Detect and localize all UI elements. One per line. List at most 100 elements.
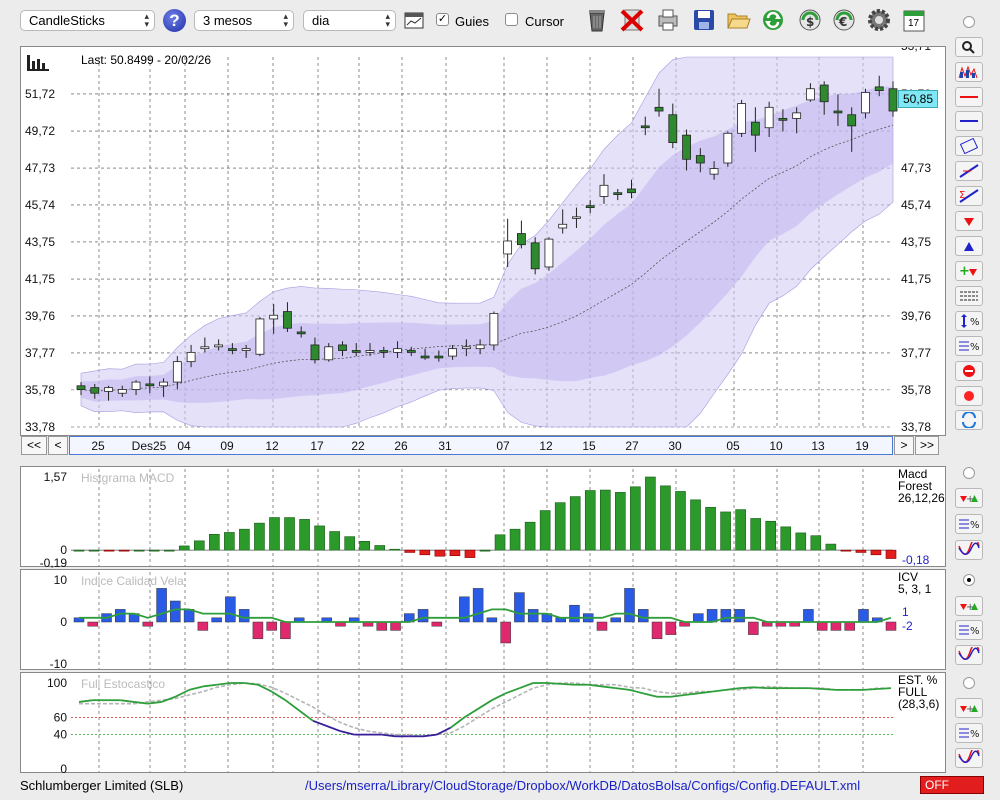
candle — [434, 355, 444, 359]
stoch-fast-segment — [216, 682, 231, 686]
icv-bar — [803, 609, 814, 623]
off-label: OFF — [925, 778, 949, 792]
candle — [296, 331, 306, 335]
macd-panel[interactable]: 1,57 0 -0,19 Histgrama MACD Macd Forest 26… — [20, 466, 946, 568]
stoch-fast-segment — [202, 683, 217, 688]
stoch-fast-segment — [629, 689, 644, 695]
vertical-percent-button[interactable]: % — [955, 311, 983, 331]
macd-y-label: 1,57 — [44, 470, 68, 484]
macd-histogram: 1,57 0-0,19 — [40, 469, 897, 568]
stoch-fast-segment — [601, 685, 616, 690]
trendline-tool-button[interactable] — [955, 161, 983, 181]
lines-tool-button[interactable] — [955, 286, 983, 306]
record-icon[interactable] — [955, 386, 983, 406]
euro-sync-icon[interactable]: € — [831, 6, 857, 34]
stoch-fast-segment — [519, 682, 534, 690]
icv-lines-percent-button[interactable]: % — [955, 620, 983, 640]
stoch-fast-segment — [120, 699, 135, 703]
candle — [778, 118, 788, 121]
no-entry-icon[interactable] — [955, 361, 983, 381]
interval-select[interactable]: dia ▴ ▾ — [303, 10, 396, 31]
macd-lines-percent-button[interactable]: % — [955, 514, 983, 534]
save-icon[interactable] — [691, 6, 717, 34]
nav-prev-button[interactable]: < — [48, 436, 68, 455]
channel-tool-button[interactable] — [955, 136, 983, 156]
icv-panel[interactable]: 10 0 -10 Indice Calidad Vela ICV 5, 3, 1 1… — [20, 569, 946, 671]
stoch-panel[interactable]: 100 60 40 0 Full Estocastico EST. % FULL (2… — [20, 672, 946, 774]
delete-x-icon[interactable] — [619, 6, 645, 34]
date-axis-strip[interactable]: 25 Des25 04 09 12 17 22 26 31 07 12 15 27 30 05 10 13 19 — [69, 436, 893, 455]
macd-add-remove-button[interactable]: + — [955, 488, 983, 508]
stoch-radio[interactable] — [963, 677, 975, 689]
icv-wave-button[interactable] — [955, 645, 983, 665]
arrow-down-tool-button[interactable] — [955, 211, 983, 231]
candle — [324, 346, 334, 361]
calendar-icon[interactable]: 17 — [901, 6, 927, 34]
icv-add-remove-button[interactable]: + — [955, 596, 983, 616]
macd-wave-button[interactable] — [955, 540, 983, 560]
stoch-wave-button[interactable] — [955, 748, 983, 768]
guies-checkbox[interactable]: ✓ — [436, 13, 449, 26]
macd-bar — [163, 549, 175, 552]
svg-text:%: % — [970, 626, 980, 637]
red-line-tool-button[interactable] — [955, 87, 983, 107]
trash-icon[interactable] — [584, 6, 610, 34]
dollar-sync-icon[interactable]: $ — [797, 6, 823, 34]
svg-text:+: + — [966, 494, 974, 505]
lines-percent-button[interactable]: % — [955, 336, 983, 356]
main-chart-radio[interactable] — [963, 16, 975, 28]
macd-radio[interactable] — [963, 467, 975, 479]
icv-radio[interactable] — [963, 574, 975, 586]
swap-icon[interactable] — [955, 410, 983, 430]
chart-type-select[interactable]: CandleSticks ▴ ▾ — [20, 10, 155, 31]
stoch-fast-segment — [257, 683, 273, 693]
candle — [709, 168, 719, 175]
gear-icon[interactable] — [866, 6, 892, 34]
candle — [654, 106, 664, 112]
folder-open-icon[interactable] — [725, 6, 751, 34]
config-path-link[interactable]: /Users/mserra/Library/CloudStorage/Dropb… — [305, 778, 861, 793]
macd-legend-line: Forest — [898, 479, 933, 493]
zoom-tool-button[interactable] — [955, 37, 983, 57]
candle — [847, 114, 857, 127]
help-icon[interactable]: ? — [163, 9, 186, 32]
blue-line-tool-button[interactable] — [955, 111, 983, 131]
nav-next-button[interactable]: > — [894, 436, 914, 455]
icv-bar — [830, 621, 842, 631]
candle — [420, 355, 430, 359]
candle — [448, 348, 457, 357]
stoch-fast-segment — [271, 690, 286, 701]
add-remove-tool-button[interactable]: + — [955, 261, 983, 281]
stoch-fast-segment — [188, 685, 204, 691]
macd-bar — [464, 549, 476, 558]
icv-bar — [252, 621, 264, 640]
macd-last-value: -0,18 — [902, 553, 930, 567]
date-label: 05 — [726, 439, 740, 453]
chart-window-icon[interactable] — [404, 12, 424, 29]
stoch-fast-segment — [161, 695, 176, 703]
off-indicator[interactable]: OFF — [920, 776, 984, 794]
nav-last-button[interactable]: >> — [915, 436, 939, 455]
icv-bar — [87, 621, 99, 627]
stoch-lines-percent-button[interactable]: % — [955, 723, 983, 743]
main-price-panel[interactable]: 51,72 49,72 47,73 45,74 43,75 41,75 39,76 37,77… — [20, 46, 946, 436]
candle — [503, 240, 513, 255]
candle — [489, 312, 499, 346]
macd-bar — [224, 532, 235, 551]
arrow-up-tool-button[interactable] — [955, 236, 983, 256]
period-select[interactable]: 3 mesos ▴ ▾ — [194, 10, 294, 31]
nav-first-button[interactable]: << — [21, 436, 47, 455]
candle — [338, 344, 347, 351]
printer-icon[interactable] — [655, 6, 681, 34]
stoch-add-remove-button[interactable]: + — [955, 698, 983, 718]
indicator-bars-button[interactable] — [955, 62, 983, 82]
stoch-fast-segment — [822, 688, 837, 691]
icv-value-pos: 1 — [902, 605, 909, 619]
stoch-fast-segment — [326, 725, 341, 733]
sigma-tool-button[interactable]: Σ — [955, 186, 983, 206]
y-axis-label-left: 33,78 — [25, 420, 55, 434]
candle — [723, 132, 733, 164]
cursor-checkbox[interactable] — [505, 13, 518, 26]
macd-bar — [479, 549, 491, 552]
refresh-icon[interactable] — [760, 6, 786, 34]
